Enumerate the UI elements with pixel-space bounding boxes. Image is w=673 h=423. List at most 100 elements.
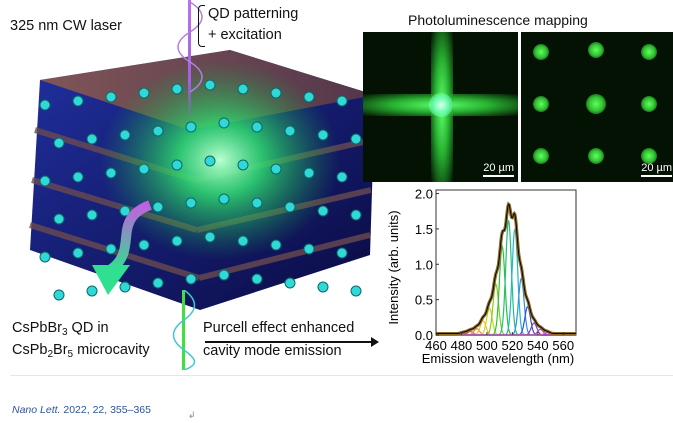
atom [171, 83, 183, 95]
pl-dot [533, 96, 549, 112]
atom [171, 235, 183, 247]
atom [350, 209, 362, 221]
atom [251, 197, 263, 209]
y-tick-label: 0.0 [415, 328, 433, 343]
atom [284, 201, 296, 213]
pl-map-dots: 20 µm [521, 32, 673, 182]
atom [237, 235, 249, 247]
laser-label: 325 nm CW laser [10, 18, 123, 34]
pl-mapping-title: Photoluminescence mapping [408, 12, 588, 28]
atom [251, 273, 263, 285]
purcell-label: Purcell effect enhanced [203, 320, 355, 336]
excitation-label: + excitation [208, 27, 282, 43]
atom [218, 193, 230, 205]
atom [270, 163, 282, 175]
emission-arrow [205, 341, 373, 343]
atom [105, 167, 117, 179]
figure: 325 nm CW laser QD patterning + excitati… [10, 0, 673, 370]
x-tick-label: 480 [451, 338, 473, 353]
return-mark-icon: ↲ [188, 410, 196, 420]
atom [53, 137, 65, 149]
atom [336, 95, 348, 107]
atom [119, 281, 131, 293]
material-label-host: CsPb2Br5 microcavity [12, 342, 150, 360]
atom [204, 79, 216, 91]
qd-bracket [198, 5, 205, 47]
pl-dot [588, 148, 604, 164]
pl-dot [641, 148, 657, 164]
atom [138, 163, 150, 175]
atom [204, 155, 216, 167]
atom [171, 159, 183, 171]
atom [152, 125, 164, 137]
pl-dot [586, 94, 606, 114]
scale-bar-right: 20 µm [641, 162, 672, 177]
arrow-head-icon [371, 337, 379, 347]
atom [317, 129, 329, 141]
atom [105, 91, 117, 103]
x-axis-label: Emission wavelength (nm) [422, 351, 574, 366]
y-axis-label: Intensity (arb. units) [386, 210, 401, 324]
atom [39, 99, 51, 111]
atom [72, 95, 84, 107]
atom [138, 87, 150, 99]
atom [218, 117, 230, 129]
y-tick-label: 1.0 [415, 257, 433, 272]
atom [72, 247, 84, 259]
y-tick-label: 0.5 [415, 293, 433, 308]
atom [185, 273, 197, 285]
pl-dot [533, 148, 549, 164]
material-label-qd: CsPbBr3 QD in [12, 320, 109, 338]
atom [270, 239, 282, 251]
atom [251, 121, 263, 133]
x-tick-label: 560 [552, 338, 574, 353]
atom [284, 277, 296, 289]
x-tick-label: 460 [425, 338, 447, 353]
atom [185, 121, 197, 133]
atom [185, 197, 197, 209]
atom [86, 133, 98, 145]
cavity-mode-label: cavity mode emission [203, 343, 342, 359]
atom [105, 243, 117, 255]
laser-wave-icon [177, 2, 203, 93]
scale-bar-left: 20 µm [483, 162, 514, 177]
atom [270, 87, 282, 99]
atom [336, 247, 348, 259]
atom [86, 209, 98, 221]
atom [152, 277, 164, 289]
fit-envelope-line [436, 203, 576, 335]
pl-dot [588, 42, 604, 58]
atom [138, 239, 150, 251]
atom [350, 285, 362, 297]
emission-wave-icon [172, 290, 196, 370]
emission-beam [182, 290, 185, 370]
atom [39, 251, 51, 263]
pl-dot [641, 44, 657, 60]
citation[interactable]: Nano Lett. 2022, 22, 355–365 [12, 404, 151, 416]
atom [303, 91, 315, 103]
atom [317, 205, 329, 217]
atom [119, 129, 131, 141]
atom [39, 175, 51, 187]
pl-dot [533, 44, 549, 60]
atom [317, 281, 329, 293]
pl-map-cross: 20 µm [363, 32, 518, 182]
atom [86, 285, 98, 297]
atom [350, 133, 362, 145]
atom [218, 269, 230, 281]
divider [10, 375, 673, 376]
emission-spectrum-chart: 460 480 500 520 540 560 0.0 0.5 1.0 1.5 2.0 Emissio… [386, 187, 577, 366]
x-tick-label: 500 [476, 338, 498, 353]
atom [72, 171, 84, 183]
x-tick-label: 540 [527, 338, 549, 353]
atom [119, 205, 131, 217]
qd-patterning-label: QD patterning [208, 6, 299, 22]
atom [53, 289, 65, 301]
atom [303, 243, 315, 255]
y-tick-label: 1.5 [415, 222, 433, 237]
crystal-illustration [29, 50, 375, 310]
atom [336, 171, 348, 183]
y-tick-label: 2.0 [415, 187, 433, 202]
x-tick-label: 520 [502, 338, 524, 353]
pl-dot [641, 96, 657, 112]
